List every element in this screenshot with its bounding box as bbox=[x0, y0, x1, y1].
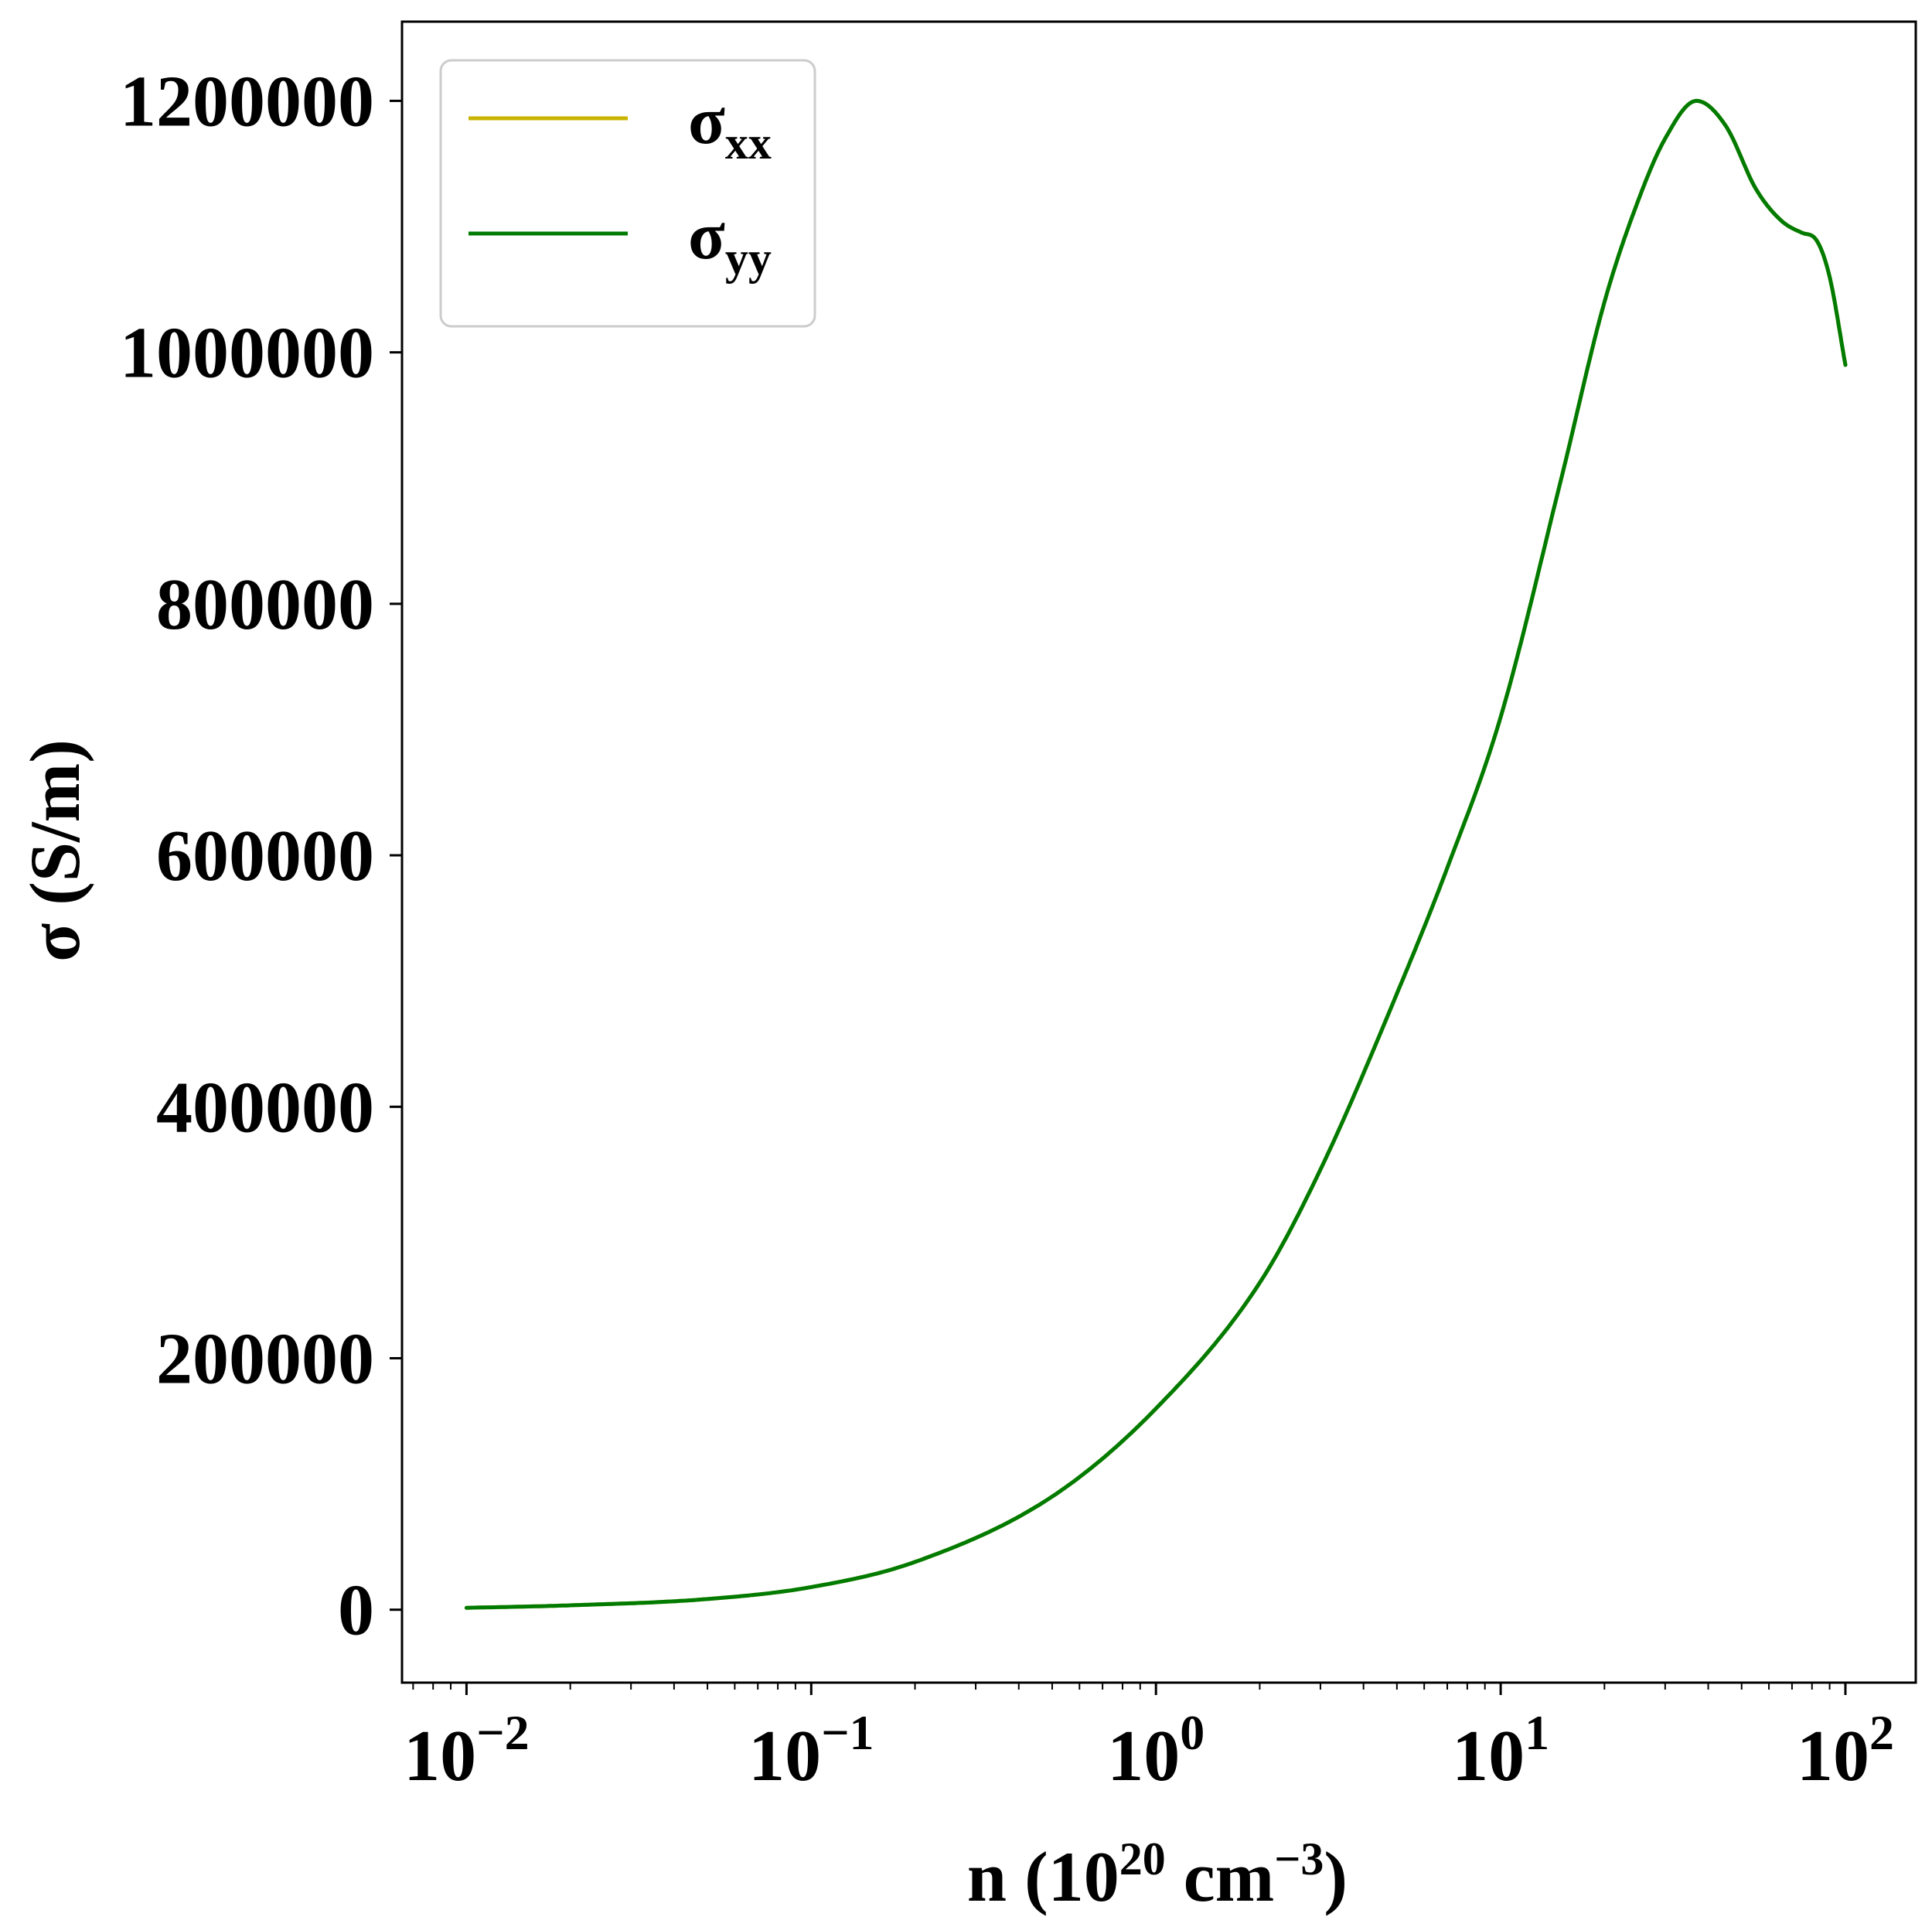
x-tick-label-exponent: −1 bbox=[821, 1705, 874, 1760]
x-axis-title: n (1020 cm−3) bbox=[967, 1833, 1348, 1916]
plot-area-frame bbox=[400, 20, 1917, 1684]
x-tick-label-base: 10 bbox=[1107, 1716, 1180, 1796]
y-tick-label: 600000 bbox=[156, 816, 374, 896]
legend-box bbox=[439, 59, 816, 328]
x-tick-label-base: 10 bbox=[748, 1716, 821, 1796]
x-tick-label: 100 bbox=[1107, 1705, 1205, 1796]
series-line-sigma-yy bbox=[464, 98, 1848, 1610]
legend: σxx σyy bbox=[439, 59, 816, 328]
legend-label-sigma-xx-symbol: σ bbox=[688, 84, 725, 159]
y-tick-label: 800000 bbox=[156, 564, 374, 645]
x-tick-label-base: 10 bbox=[404, 1716, 476, 1796]
x-axis-title-end: ) bbox=[1324, 1837, 1348, 1916]
legend-label-sigma-xx-subscript: xx bbox=[725, 118, 772, 169]
x-tick-label-base: 10 bbox=[1797, 1716, 1869, 1796]
x-tick-label: 102 bbox=[1797, 1705, 1894, 1796]
x-tick-label-exponent: −2 bbox=[476, 1705, 529, 1760]
y-axis-title: σ (S/m) bbox=[15, 739, 94, 962]
y-tick-label: 400000 bbox=[156, 1067, 374, 1148]
legend-label-sigma-yy: σyy bbox=[688, 199, 772, 284]
x-tick-label: 10−2 bbox=[404, 1705, 529, 1796]
legend-label-sigma-yy-subscript: yy bbox=[725, 233, 772, 284]
x-axis-title-exponent-2: −3 bbox=[1274, 1833, 1324, 1884]
y-tick-label: 0 bbox=[338, 1571, 374, 1651]
series-layer bbox=[464, 98, 1848, 1610]
x-axis-title-unit: cm bbox=[1166, 1837, 1274, 1916]
y-tick-label: 200000 bbox=[156, 1318, 374, 1399]
x-tick-label-exponent: 0 bbox=[1180, 1705, 1205, 1760]
y-axis: 0 200000 400000 600000 800000 1000000 1200000 bbox=[120, 61, 402, 1651]
legend-entry-sigma-yy: σyy bbox=[469, 199, 772, 284]
x-tick-label-exponent: 2 bbox=[1869, 1705, 1894, 1760]
x-axis-title-base: n (10 bbox=[967, 1837, 1119, 1916]
y-tick-label: 1200000 bbox=[120, 61, 374, 142]
y-tick-label: 1000000 bbox=[120, 313, 374, 394]
x-tick-label-base: 10 bbox=[1452, 1716, 1525, 1796]
x-tick-label-exponent: 1 bbox=[1525, 1705, 1549, 1760]
legend-entry-sigma-xx: σxx bbox=[469, 84, 772, 169]
x-tick-label: 10−1 bbox=[748, 1705, 874, 1796]
x-tick-label: 101 bbox=[1452, 1705, 1549, 1796]
legend-label-sigma-xx: σxx bbox=[688, 84, 772, 169]
x-axis-title-exponent-1: 20 bbox=[1119, 1833, 1166, 1884]
legend-label-sigma-yy-symbol: σ bbox=[688, 199, 725, 274]
x-axis: 10−2 10−1 100 101 102 bbox=[404, 1683, 1894, 1796]
